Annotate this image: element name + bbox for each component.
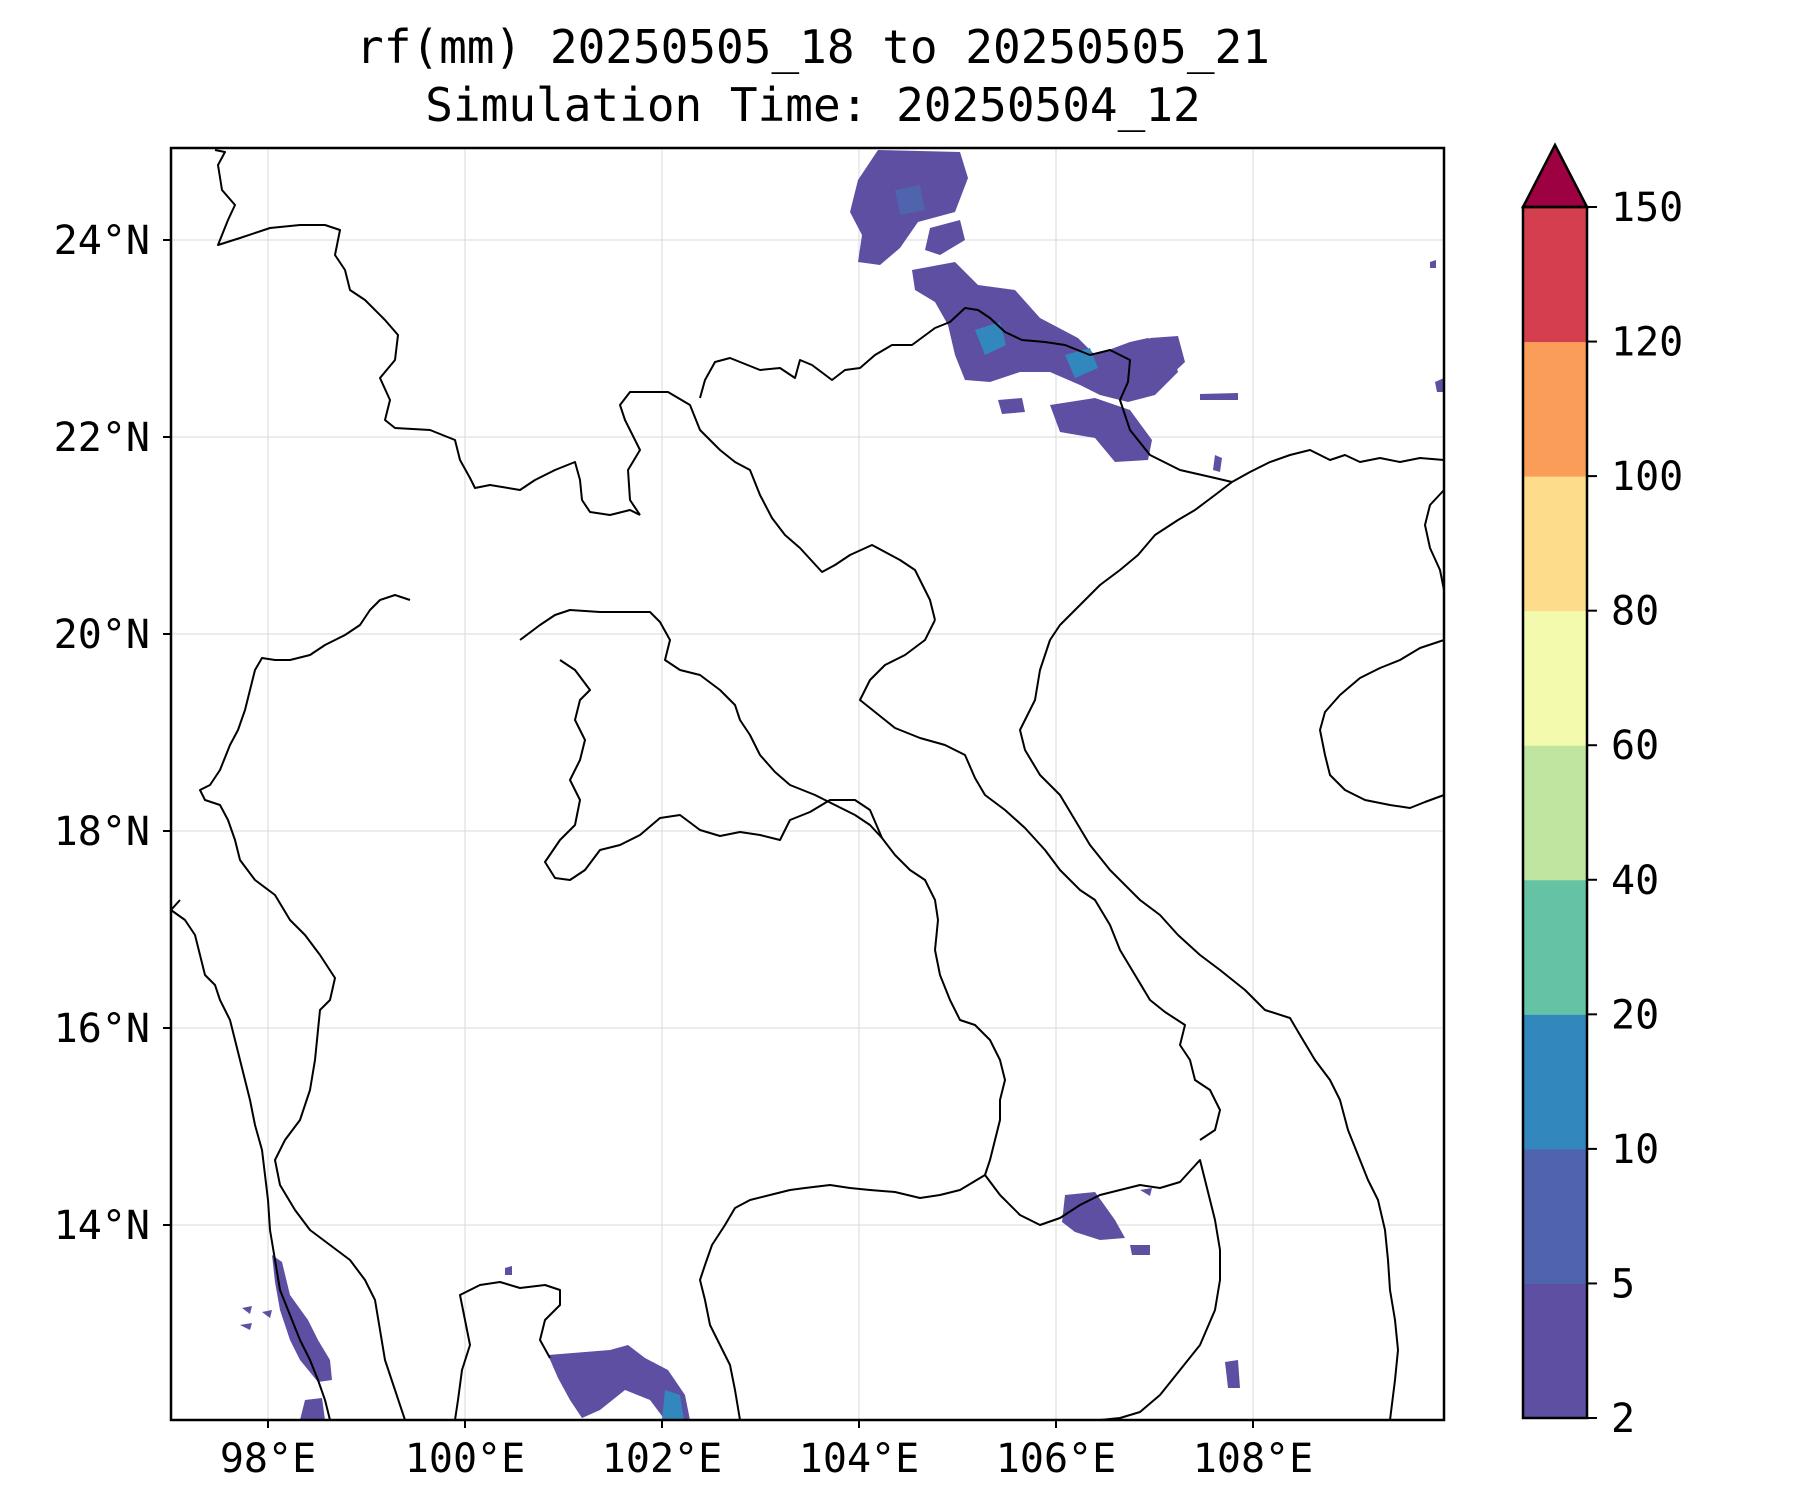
colorbar-segment [1523,1148,1587,1284]
colorbar-segment [1523,207,1587,343]
rain-patch-southeast [1225,1360,1240,1388]
lat-tick-label: 18°N [54,809,150,855]
colorbar-segment [1523,341,1587,477]
rain-patch-dot-a [505,1266,512,1275]
colorbar-segment [1523,879,1587,1015]
coast-gulf-of-thailand [454,1281,561,1421]
rain-patch-border-east [1150,336,1185,378]
rain-patch-yunnan-small [925,220,965,255]
rain-patch-cambodia-east-small [1130,1245,1150,1255]
lat-tick-label: 24°N [54,218,150,264]
colorbar-tick-label: 120 [1611,320,1683,366]
rain-patch-cambodia-dot [1140,1188,1152,1196]
lon-tick-label: 108°E [1193,1436,1313,1482]
colorbar-tick-label: 20 [1611,992,1659,1038]
lat-tick-label: 20°N [54,612,150,658]
rain-patch-andaman [272,1255,332,1382]
rain-patch-edge-east [1435,378,1444,392]
rain-patch-core-3 [895,185,925,215]
coast-andaman [170,909,331,1421]
lat-tick-label: 16°N [54,1006,150,1052]
coast-gulf-of-tonkin [1231,449,1445,483]
colorbar-tick-label: 2 [1611,1396,1635,1442]
colorbar: 2 5 10 20 40 60 80 100 120 150 [1520,142,1683,1442]
rainfall-areas [240,150,1444,1420]
rain-patch-border-main [912,262,1178,402]
colorbar-tick-label: 60 [1611,723,1659,769]
colorbar-segment [1523,610,1587,746]
border-laos-thailand-mekong [881,837,1006,1176]
border-cambodia-vietnam [984,1159,1221,1421]
border-vietnam-china [699,307,1233,483]
colorbar-segment [1523,1014,1587,1150]
gridlines [171,148,1444,1420]
colorbar-tick-label: 40 [1611,858,1659,904]
coast-hainan [1319,639,1445,809]
border-thai-laos-river [544,659,883,881]
rain-patch-andaman-south [300,1398,325,1420]
border-thailand-laos-north [519,609,883,839]
colorbar-segment [1523,1283,1587,1419]
colorbar-segment [1523,745,1587,881]
map-title-line2: Simulation Time: 20250504_12 [425,78,1201,132]
map-title-line1: rf(mm) 20250505_18 to 20250505_21 [356,20,1270,74]
colorbar-segment [1523,476,1587,612]
coast-vietnam-north [1019,481,1233,936]
lon-tick-label: 104°E [799,1436,919,1482]
lon-tick-label: 98°E [220,1436,316,1482]
colorbar-frame [1521,205,1589,1420]
colorbar-tick-label: 100 [1611,454,1683,500]
colorbar-tick-label: 150 [1611,185,1683,231]
rain-patch-andaman-dots [240,1306,272,1330]
rain-patch-thai-gulf-north [548,1345,690,1420]
rain-patch-vn-north [1050,398,1152,462]
lon-tick-label: 100°E [405,1436,525,1482]
coast-myanmar-west [170,150,181,911]
lon-tick-label: 102°E [602,1436,722,1482]
rain-patch-core-1 [975,322,1006,355]
rain-patch-vn-north-small [998,398,1025,414]
lon-tick-label: 106°E [996,1436,1116,1482]
coast-leizhou [1424,489,1445,591]
rain-patch-thai-gulf-core [662,1390,684,1420]
rain-patch-guangxi-dot [1213,455,1222,472]
colorbar-tick-label: 80 [1611,589,1659,635]
lat-tick-label: 22°N [54,415,150,461]
map-frame [169,146,1446,1422]
border-laos-vietnam [859,619,1221,1141]
rain-patch-dot-b [1430,260,1436,268]
border-cambodia-thailand [699,1174,986,1421]
border-laos-china [619,391,936,621]
lat-tick-label: 14°N [54,1203,150,1249]
colorbar-tick-label: 5 [1611,1261,1635,1307]
rain-patch-cambodia-east [1062,1192,1125,1240]
colorbar-extend-arrow [1520,142,1590,209]
colorbar-tick-label: 10 [1611,1127,1659,1173]
rain-patch-guangxi-streak [1200,393,1238,400]
coast-vietnam-central [1177,934,1399,1421]
border-myanmar-china-north [214,149,641,516]
border-myanmar-thailand-west [199,594,411,1421]
